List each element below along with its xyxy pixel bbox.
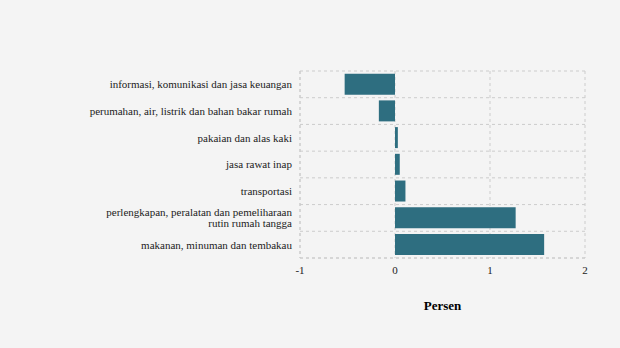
svg-text:perlengkapan, peralatan dan pe: perlengkapan, peralatan dan pemeliharaan… [106,206,292,229]
svg-text:jasa rawat inap: jasa rawat inap [225,158,292,170]
svg-text:makanan, minuman dan tembakau: makanan, minuman dan tembakau [141,239,292,251]
svg-text:1: 1 [487,264,493,276]
svg-text:transportasi: transportasi [241,185,292,197]
svg-text:Persen: Persen [424,298,462,313]
svg-text:-1: -1 [295,264,304,276]
svg-text:pakaian dan alas kaki: pakaian dan alas kaki [198,132,292,144]
svg-text:0: 0 [392,264,398,276]
svg-text:2: 2 [582,264,588,276]
svg-text:perumahan, air, listrik dan ba: perumahan, air, listrik dan bahan bakar … [90,105,293,117]
svg-text:informasi, komunikasi dan jasa: informasi, komunikasi dan jasa keuangan [110,78,293,90]
